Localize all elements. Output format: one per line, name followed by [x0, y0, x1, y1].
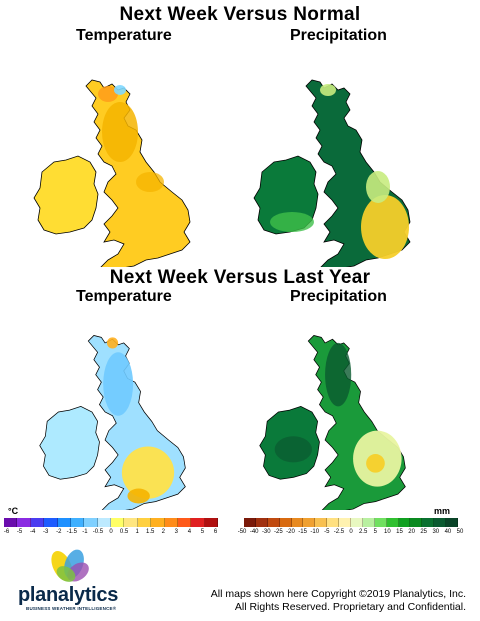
precipitation-color-segment — [291, 518, 304, 527]
label-temperature-normal: Temperature — [76, 27, 172, 44]
precipitation-tick-label: -10 — [310, 529, 320, 535]
temperature-tick-label: -4 — [29, 529, 36, 535]
precipitation-tick-label: -20 — [286, 529, 295, 535]
precipitation-tick-label: -2.5 — [333, 529, 345, 535]
precipitation-color-segment — [386, 518, 399, 527]
precipitation-tick-label: 40 — [444, 529, 452, 535]
precipitation-color-segment — [267, 518, 280, 527]
temperature-scale-ticks: -6 -5 -4 -3 -2 -1.5 -1 -0.5 0 0.5 1 1.5 2 3 4 5 6 — [0, 529, 222, 535]
temperature-tick-label: 3 — [174, 529, 179, 535]
temperature-color-segment — [17, 518, 31, 527]
temperature-tick-label: -0.5 — [92, 529, 104, 535]
label-precipitation-normal: Precipitation — [290, 27, 387, 44]
map-precipitation-vs-last-year — [259, 335, 406, 510]
precipitation-scale-ticks: -50 -40 -30 -25 -20 -15 -10 -5 -2.5 0 2.5 5 10 15 20 25… — [236, 529, 466, 535]
precipitation-color-segment — [362, 518, 375, 527]
precipitation-tick-label: -5 — [324, 529, 330, 535]
temperature-color-bar — [4, 518, 218, 527]
temperature-tick-label: -1.5 — [66, 529, 78, 535]
temperature-tick-label: -3 — [43, 529, 49, 535]
precipitation-color-segment — [434, 518, 447, 527]
planalytics-logo-icon — [51, 549, 89, 582]
precipitation-color-segment — [279, 518, 292, 527]
logo-wordmark: planalytics — [18, 584, 119, 606]
temperature-color-segment — [164, 518, 178, 527]
precipitation-tick-label: -25 — [274, 529, 283, 535]
precipitation-color-segment — [410, 518, 423, 527]
temperature-tick-label: 2 — [161, 529, 165, 535]
precipitation-color-segment — [374, 518, 387, 527]
precipitation-color-segment — [351, 518, 363, 527]
precipitation-tick-label: -30 — [261, 529, 271, 535]
temperature-color-segment — [137, 518, 152, 527]
temperature-tick-label: 0 — [109, 529, 113, 535]
precipitation-tick-label: 20 — [408, 529, 415, 535]
copyright-line-2: All Rights Reserved. Proprietary and Con… — [234, 601, 466, 613]
temperature-color-segment — [151, 518, 165, 527]
temperature-tick-label: 1 — [135, 529, 139, 535]
map-temperature-vs-last-year — [39, 335, 186, 510]
precipitation-tick-label: 50 — [456, 529, 464, 535]
temperature-tick-label: -2 — [56, 529, 62, 535]
precipitation-color-segment — [315, 518, 328, 527]
temperature-tick-label: 5 — [200, 529, 205, 535]
temperature-tick-label: 1.5 — [146, 529, 155, 535]
precipitation-tick-label: 15 — [396, 529, 403, 535]
precipitation-color-segment — [303, 518, 316, 527]
temperature-color-segment — [4, 518, 18, 527]
precipitation-color-segment — [244, 518, 256, 527]
precipitation-color-segment — [398, 518, 411, 527]
temperature-color-segment — [84, 518, 98, 527]
temperature-color-segment — [70, 518, 85, 527]
temperature-color-segment — [191, 518, 205, 527]
temperature-tick-label: -1 — [82, 529, 88, 535]
precipitation-tick-label: 2.5 — [358, 529, 368, 535]
label-precipitation-last-year: Precipitation — [290, 288, 387, 305]
temperature-tick-label: 0.5 — [119, 529, 129, 535]
map-temperature-vs-normal — [33, 79, 191, 267]
temperature-color-segment — [111, 518, 125, 527]
section-title-normal: Next Week Versus Normal — [119, 4, 361, 25]
precipitation-color-segment — [446, 518, 459, 527]
precipitation-color-segment — [327, 518, 340, 527]
temperature-color-segment — [97, 518, 111, 527]
precipitation-tick-label: 25 — [420, 529, 428, 535]
precipitation-tick-label: 30 — [432, 529, 440, 535]
temperature-tick-label: 4 — [187, 529, 192, 535]
precipitation-color-bar — [244, 518, 459, 527]
temperature-color-segment — [177, 518, 192, 527]
precipitation-color-segment — [255, 518, 268, 527]
precipitation-scale-unit: mm — [434, 506, 451, 516]
temperature-color-segment — [30, 518, 45, 527]
precipitation-color-segment — [422, 518, 435, 527]
precipitation-tick-label: 10 — [384, 529, 391, 535]
section-title-last-year: Next Week Versus Last Year — [109, 267, 371, 288]
temperature-color-segment — [124, 518, 138, 527]
precipitation-color-segment — [339, 518, 352, 527]
temperature-tick-label: -6 — [3, 529, 10, 535]
temperature-color-segment — [57, 518, 71, 527]
copyright-line-1: All maps shown here Copyright ©2019 Plan… — [210, 588, 466, 600]
precipitation-tick-label: -50 — [237, 529, 247, 535]
temperature-tick-label: 6 — [213, 529, 218, 535]
map-precipitation-vs-normal — [253, 79, 411, 267]
temperature-scale-unit: °C — [8, 506, 19, 516]
temperature-color-segment — [204, 518, 218, 527]
precipitation-tick-label: 0 — [349, 529, 353, 535]
precipitation-tick-label: 5 — [373, 529, 377, 535]
logo-tagline: BUSINESS WEATHER INTELLIGENCE® — [26, 606, 117, 611]
copyright-notice: All maps shown here Copyright ©2019 Plan… — [166, 588, 466, 614]
precipitation-tick-label: -40 — [249, 529, 259, 535]
precipitation-tick-label: -15 — [298, 529, 307, 535]
label-temperature-last-year: Temperature — [76, 288, 172, 305]
temperature-tick-label: -5 — [16, 529, 23, 535]
temperature-color-segment — [44, 518, 58, 527]
